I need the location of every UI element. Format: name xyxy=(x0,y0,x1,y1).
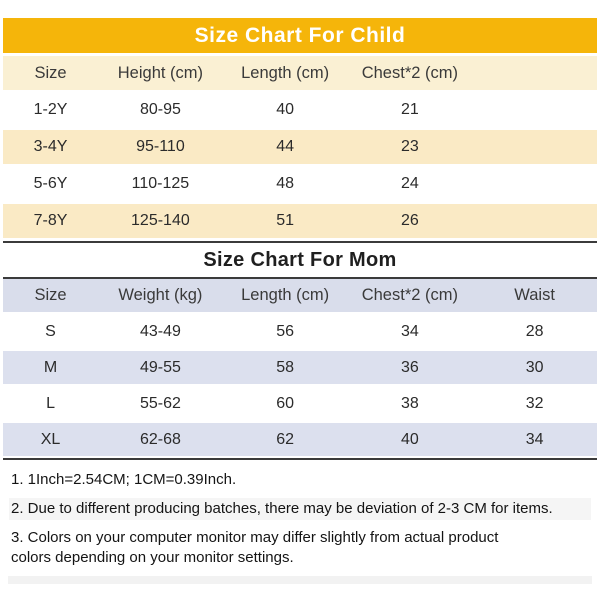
table-row: S 43-49 56 34 28 xyxy=(3,315,597,348)
table-cell: 49-55 xyxy=(139,358,181,376)
table-cell: 23 xyxy=(400,138,419,155)
table-cell: 110-125 xyxy=(131,175,190,192)
column-header: Size xyxy=(34,63,67,82)
table-cell: 40 xyxy=(400,430,419,448)
child-size-table: Size Height (cm) Length (cm) Chest*2 (cm… xyxy=(3,56,597,238)
column-header: Weight (kg) xyxy=(118,286,203,304)
table-cell: 34 xyxy=(525,430,544,448)
table-cell: 5-6Y xyxy=(33,175,68,192)
table-cell: 44 xyxy=(276,138,295,155)
note-item: 2. Due to different producing batches, t… xyxy=(9,498,591,520)
column-header: Height (cm) xyxy=(117,63,204,82)
mom-size-table: Size Weight (kg) Length (cm) Chest*2 (cm… xyxy=(3,279,597,456)
note-item: 3. Colors on your computer monitor may d… xyxy=(11,529,499,566)
table-cell: L xyxy=(46,394,55,412)
table-cell: 51 xyxy=(276,212,295,229)
table-cell: 30 xyxy=(525,358,544,376)
table-cell: 7-8Y xyxy=(33,212,68,229)
table-cell: 48 xyxy=(276,175,295,192)
table-cell: 58 xyxy=(276,358,295,376)
column-header: Waist xyxy=(514,286,555,304)
table-cell: 125-140 xyxy=(131,212,190,229)
table-cell: 34 xyxy=(400,322,419,340)
divider xyxy=(3,277,597,279)
note-item: 1. 1Inch=2.54CM; 1CM=0.39Inch. xyxy=(11,471,237,488)
table-row: XL 62-68 62 40 34 xyxy=(3,423,597,456)
mom-table-header-row: Size Weight (kg) Length (cm) Chest*2 (cm… xyxy=(3,279,597,312)
divider xyxy=(3,241,597,243)
table-row: M 49-55 58 36 30 xyxy=(3,351,597,384)
table-cell: 3-4Y xyxy=(33,138,68,155)
table-cell: 40 xyxy=(276,101,295,118)
table-cell: 36 xyxy=(400,358,419,376)
table-cell: 24 xyxy=(400,175,419,192)
table-row: 3-4Y 95-110 44 23 xyxy=(3,130,597,164)
footnotes: 1. 1Inch=2.54CM; 1CM=0.39Inch. 2. Due to… xyxy=(3,460,597,569)
column-header: Length (cm) xyxy=(241,286,330,304)
table-cell: 32 xyxy=(525,394,544,412)
column-header: Chest*2 (cm) xyxy=(361,63,458,82)
table-cell: 21 xyxy=(400,101,419,118)
table-cell: 60 xyxy=(276,394,295,412)
table-cell: 80-95 xyxy=(139,101,181,118)
column-header: Chest*2 (cm) xyxy=(361,286,458,304)
table-row: 7-8Y 125-140 51 26 xyxy=(3,204,597,238)
table-cell: S xyxy=(45,322,56,340)
bottom-band xyxy=(8,576,592,584)
table-cell: 56 xyxy=(276,322,295,340)
table-row: L 55-62 60 38 32 xyxy=(3,387,597,420)
table-cell: 1-2Y xyxy=(33,101,68,118)
column-header: Length (cm) xyxy=(241,63,330,82)
table-cell: 62-68 xyxy=(139,430,181,448)
table-cell: 38 xyxy=(400,394,419,412)
table-cell: 55-62 xyxy=(139,394,181,412)
table-cell: 62 xyxy=(276,430,295,448)
mom-chart-title: Size Chart For Mom xyxy=(203,249,397,271)
divider xyxy=(3,458,597,460)
table-cell: 95-110 xyxy=(136,138,185,155)
table-row: 5-6Y 110-125 48 24 xyxy=(3,167,597,201)
table-cell: XL xyxy=(40,430,61,448)
table-cell: 28 xyxy=(525,322,544,340)
table-row: 1-2Y 80-95 40 21 xyxy=(3,93,597,127)
table-cell: M xyxy=(43,358,58,376)
table-cell: 43-49 xyxy=(139,322,181,340)
column-header: Size xyxy=(34,286,67,304)
table-cell: 26 xyxy=(400,212,419,229)
child-chart-title: Size Chart For Child xyxy=(3,18,597,53)
child-table-header-row: Size Height (cm) Length (cm) Chest*2 (cm… xyxy=(3,56,597,90)
